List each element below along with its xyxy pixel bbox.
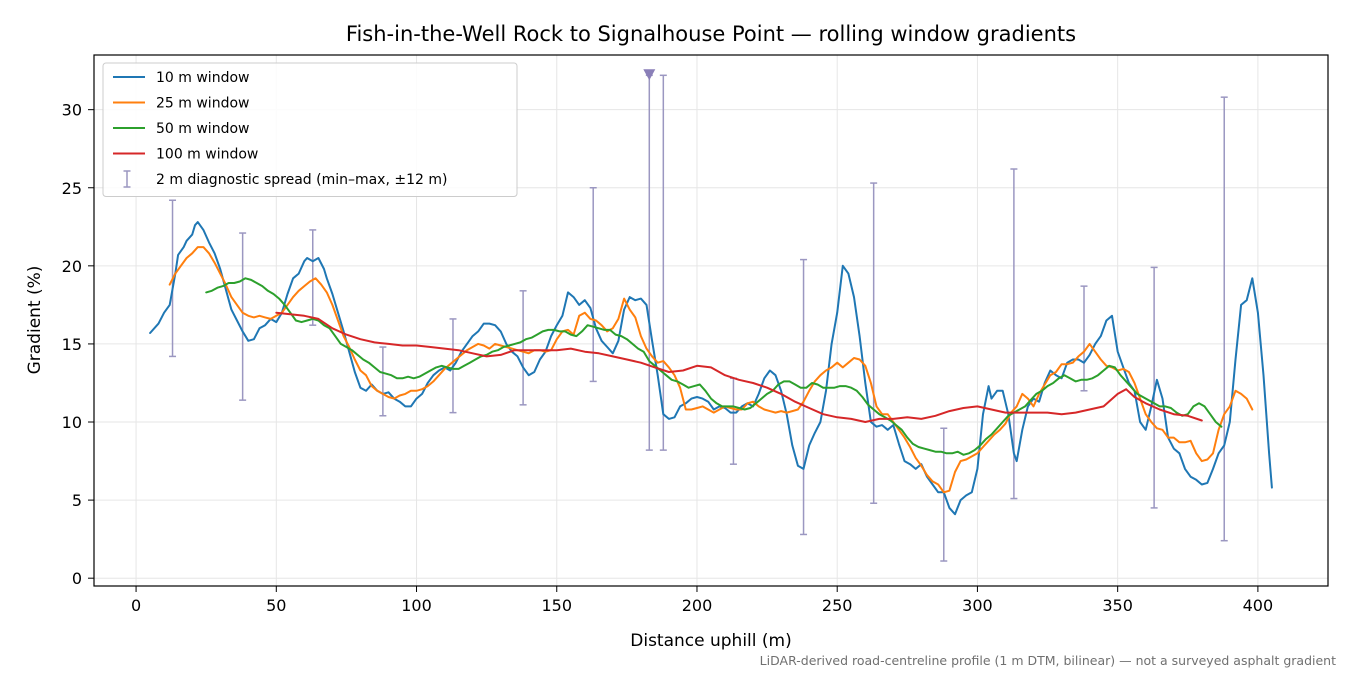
y-tick-label: 25 [62,179,82,198]
series-line [149,221,1273,516]
x-axis-label: Distance uphill (m) [630,631,791,651]
series-line [275,311,1203,423]
diagnostic-errorbar [1080,285,1088,392]
x-tick-label: 300 [962,596,993,615]
legend: 10 m window 25 m window 50 m window 100 m w… [102,62,518,197]
diagnostic-errorbar [239,232,247,401]
x-tick-label: 250 [822,596,853,615]
y-tick-label: 30 [62,101,82,120]
diagnostic-errorbar [1150,266,1158,509]
diagnostic-errorbar [870,182,878,504]
series-line [205,277,1223,456]
plot-frame [93,54,1329,587]
diagnostic-errorbar [1010,168,1018,500]
footnote: LiDAR-derived road-centreline profile (1… [760,653,1336,668]
legend-box [102,62,518,197]
x-axis-ticks: 0 50 100 150 200 250 300 350 400 [131,586,1273,615]
diagnostic-spread-errorbars [169,74,1228,562]
legend-label: 25 m window [156,96,249,112]
y-tick-label: 5 [72,491,82,510]
x-tick-label: 100 [401,596,432,615]
legend-entry: 100 m window [113,147,258,163]
legend-label: 2 m diagnostic spread (min–max, ±12 m) [156,172,447,188]
y-tick-label: 0 [72,569,82,588]
chart-title: Fish-in-the-Well Rock to Signalhouse Poi… [346,22,1076,46]
x-tick-label: 400 [1243,596,1274,615]
y-axis-ticks: 0 5 10 15 20 25 30 [62,101,94,588]
legend-label: 50 m window [156,121,249,137]
x-tick-label: 350 [1102,596,1133,615]
y-tick-label: 10 [62,413,82,432]
x-tick-label: 50 [266,596,286,615]
diagnostic-errorbar [519,290,527,406]
clipped-marker [643,69,656,81]
diagnostic-errorbar [659,74,667,451]
y-tick-label: 20 [62,257,82,276]
legend-label: 10 m window [156,70,249,86]
clipped-markers [643,69,656,81]
legend-entry: 50 m window [113,121,249,137]
x-tick-label: 200 [682,596,713,615]
diagnostic-errorbar [309,229,317,326]
legend-entry: 10 m window [113,70,249,86]
x-tick-label: 0 [131,596,141,615]
x-tick-label: 150 [541,596,572,615]
series-lines [149,221,1273,516]
y-tick-label: 15 [62,335,82,354]
legend-entry: 25 m window [113,96,249,112]
y-axis-label: Gradient (%) [25,266,45,375]
diagnostic-errorbar [1220,96,1228,542]
legend-entry: 2 m diagnostic spread (min–max, ±12 m) [123,170,447,188]
legend-label: 100 m window [156,147,258,163]
diagnostic-errorbar [379,346,387,417]
diagnostic-errorbar [589,187,597,383]
diagnostic-errorbar [800,258,808,536]
